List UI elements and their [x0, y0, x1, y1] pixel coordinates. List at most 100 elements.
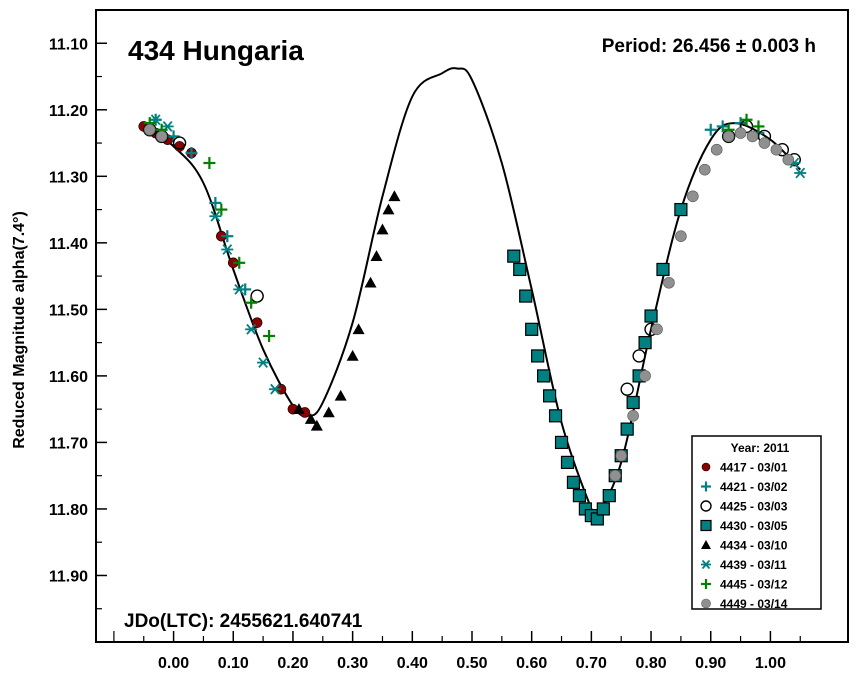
epoch-annotation: JDo(LTC): 2455621.640741	[124, 611, 363, 632]
data-point	[674, 202, 688, 217]
data-point	[388, 190, 401, 202]
data-point	[203, 157, 216, 170]
data-point	[322, 406, 335, 418]
legend-label: 4421 - 03/02	[720, 480, 788, 494]
data-point	[209, 210, 222, 222]
data-point	[687, 190, 699, 203]
y-tick-label: 11.10	[49, 36, 88, 53]
legend-label: 4425 - 03/03	[720, 500, 788, 514]
y-axis-label: Reduced Magnitude alpha(7.4°)	[11, 211, 28, 449]
data-point	[572, 489, 587, 503]
y-tick-label: 11.70	[49, 435, 88, 452]
data-points-layer	[138, 113, 807, 526]
legend-entry: 4449 - 03/14	[701, 597, 788, 611]
period-annotation: Period: 26.456 ± 0.003 h	[602, 36, 816, 57]
x-tick-label: 0.80	[635, 655, 666, 672]
x-tick-label: 0.60	[516, 655, 547, 672]
x-tick-label: 0.40	[397, 655, 428, 672]
data-point	[364, 276, 377, 288]
legend: Year: 2011 4417 - 03/01 4421 - 03/02 4425 …	[691, 435, 822, 611]
series-4439	[149, 114, 807, 395]
data-point	[698, 163, 711, 176]
x-tick-label: 0.30	[337, 655, 368, 672]
data-point	[221, 230, 234, 243]
data-point	[548, 409, 563, 423]
data-point	[215, 203, 228, 216]
data-point	[620, 382, 634, 396]
series-4434	[292, 190, 401, 431]
legend-label: 4417 - 03/01	[720, 461, 788, 475]
legend-label: 4449 - 03/14	[720, 597, 788, 611]
legend-entry: 4425 - 03/03	[700, 500, 788, 514]
series-4445	[143, 113, 765, 342]
data-point	[245, 323, 258, 335]
legend-entry: 4430 - 03/05	[700, 519, 788, 533]
x-tick-label: 0.70	[576, 655, 607, 672]
data-point	[513, 262, 527, 277]
data-point	[507, 249, 521, 263]
data-point	[620, 422, 634, 436]
data-point	[155, 130, 168, 143]
legend-entry: 4417 - 03/01	[701, 461, 788, 475]
data-point	[221, 244, 234, 255]
legend-marker	[701, 579, 711, 589]
legend-marker	[700, 500, 712, 512]
x-tick-label: 0.50	[456, 655, 487, 672]
data-point	[758, 137, 771, 149]
data-point	[675, 230, 687, 242]
legend-entry: 4439 - 03/11	[701, 558, 787, 572]
data-point	[292, 403, 305, 414]
data-point	[334, 389, 347, 401]
series-4449	[143, 123, 795, 482]
legend-entry: 4421 - 03/02	[701, 480, 788, 494]
data-point	[209, 196, 222, 209]
data-point	[537, 369, 551, 383]
data-point	[639, 370, 651, 382]
legend-entry: 4445 - 03/12	[701, 578, 788, 592]
data-point	[346, 349, 359, 361]
data-point	[794, 167, 807, 179]
legend-entry: 4434 - 03/10	[701, 539, 788, 553]
data-point	[644, 309, 658, 323]
data-point	[782, 153, 795, 166]
fit-curve-line	[143, 67, 802, 522]
legend-marker	[701, 559, 711, 570]
data-point	[596, 502, 610, 516]
data-point	[609, 469, 622, 482]
legend-label: 4439 - 03/11	[720, 558, 787, 572]
y-tick-label: 11.90	[49, 568, 88, 585]
data-point	[746, 130, 759, 143]
legend-items: 4417 - 03/01 4421 - 03/02 4425 - 03/03 4430…	[700, 461, 788, 611]
x-tick-label: 0.00	[158, 655, 189, 672]
data-point	[752, 120, 765, 133]
data-point	[310, 419, 323, 431]
data-point	[615, 449, 628, 462]
data-point	[531, 349, 545, 363]
data-point	[172, 136, 187, 150]
x-tick-label: 0.10	[218, 655, 249, 672]
data-point	[233, 284, 246, 295]
data-point	[542, 389, 557, 403]
y-axis-ticks: 11.10 11.20 11.30 11.40 11.50 11.60 11.70 11.80…	[49, 36, 107, 610]
legend-marker	[701, 540, 711, 549]
legend-label: 4445 - 03/12	[720, 578, 788, 592]
data-point	[143, 123, 156, 136]
y-tick-label: 11.20	[49, 103, 88, 120]
data-point	[269, 383, 282, 395]
data-point	[257, 357, 270, 368]
data-point	[663, 276, 675, 289]
data-point	[245, 296, 258, 309]
data-point	[233, 256, 246, 269]
data-point	[174, 141, 185, 152]
data-point	[770, 143, 783, 156]
x-tick-label: 0.90	[695, 655, 726, 672]
data-point	[519, 289, 533, 303]
legend-marker	[700, 519, 712, 532]
data-point	[352, 323, 365, 335]
data-point	[560, 455, 575, 469]
data-point	[566, 475, 581, 489]
data-point	[651, 323, 663, 336]
legend-title: Year: 2011	[731, 441, 790, 455]
data-point	[734, 127, 747, 139]
data-point	[626, 395, 640, 410]
